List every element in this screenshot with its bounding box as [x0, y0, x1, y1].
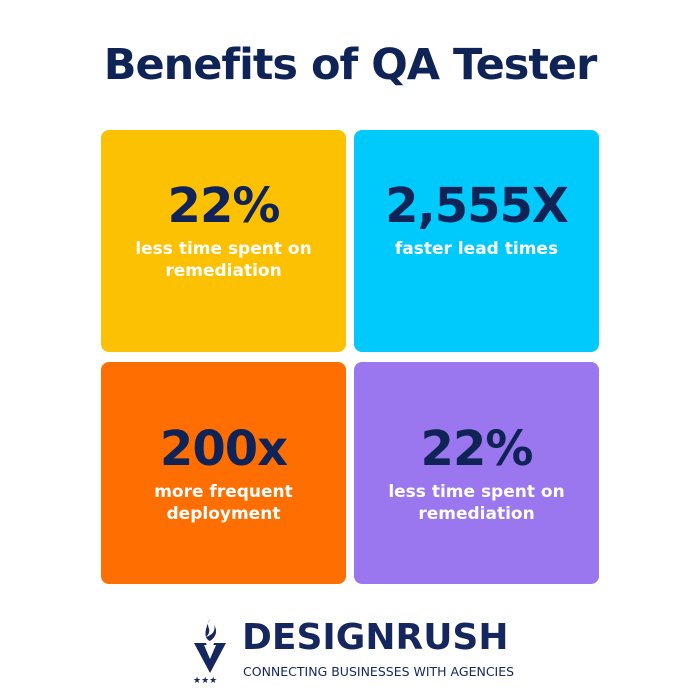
stat-card-remediation-2: 22% less time spent on remediation — [354, 362, 599, 584]
brand-tagline: CONNECTING BUSINESSES WITH AGENCIES — [243, 664, 515, 679]
stat-value: 2,555X — [385, 178, 569, 234]
stat-card-deployment: 200x more frequent deployment — [101, 362, 346, 584]
torch-logo-icon: ★★★ — [193, 619, 226, 685]
stat-card-remediation: 22% less time spent on remediation — [101, 130, 346, 352]
stat-value: 200x — [159, 421, 288, 477]
brand-name: DESIGNRUSH — [242, 617, 509, 658]
svg-text:★★★: ★★★ — [193, 676, 217, 685]
stat-label: less time spent on remediation — [135, 239, 312, 281]
designrush-logo: ★★★ DESIGNRUSH CONNECTING BUSINESSES WIT… — [192, 615, 515, 685]
stat-value: 22% — [167, 178, 281, 234]
stat-card-lead-times: 2,555X faster lead times — [354, 130, 599, 352]
stat-label: less time spent on remediation — [388, 482, 565, 524]
stat-label: faster lead times — [394, 239, 559, 259]
stat-label: more frequent deployment — [154, 482, 293, 524]
page-title: Benefits of QA Tester — [103, 40, 598, 90]
stat-value: 22% — [420, 421, 534, 477]
